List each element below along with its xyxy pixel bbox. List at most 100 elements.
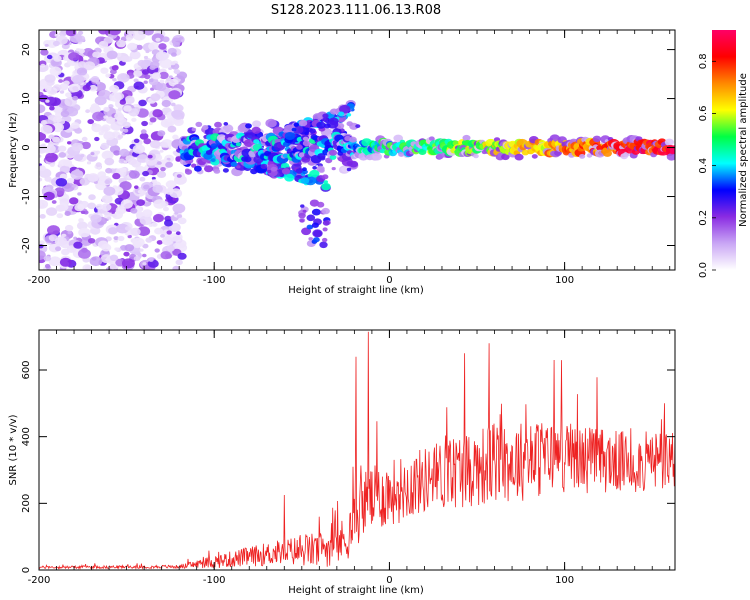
spectrogram-xtick-label: -100 <box>203 275 226 286</box>
spectrogram-cell <box>159 71 169 80</box>
spectrogram-ytick-label: 20 <box>21 43 32 56</box>
spectrogram-cell <box>291 127 297 132</box>
spectrogram-cell <box>55 204 65 212</box>
spectrogram-cell <box>161 236 174 246</box>
spectrogram-cell <box>87 202 96 210</box>
spectrogram-cell <box>153 199 166 209</box>
spectrogram-cell <box>44 138 51 143</box>
spectrogram-cell <box>131 117 137 122</box>
spectrogram-cell <box>47 225 60 236</box>
spectrogram-cell <box>167 125 177 133</box>
spectrogram-cell <box>111 65 119 71</box>
spectrogram-cell <box>346 167 352 172</box>
spectrogram-cell <box>299 219 305 223</box>
spectrogram-cell <box>77 30 84 35</box>
spectrogram-cell <box>165 180 177 189</box>
spectrogram-cell <box>148 223 153 227</box>
spectrogram-cell <box>46 207 58 216</box>
spectrogram-cell <box>86 161 92 165</box>
spectrogram-cell <box>138 99 147 107</box>
spectrogram-cell <box>120 199 133 209</box>
spectrogram-cell <box>163 206 169 212</box>
spectrogram-cell <box>119 99 127 105</box>
colorbar: 0.0 0.2 0.4 0.6 0.8 Normalized spectral ampl… <box>698 30 749 278</box>
spectrogram-cell <box>302 209 307 213</box>
snr-series-line <box>39 331 675 570</box>
spectrogram-cell <box>142 209 153 218</box>
spectrogram-cell <box>372 152 382 161</box>
spectrogram-cell <box>98 89 111 100</box>
spectrogram-cell <box>150 93 161 102</box>
spectrogram-cell <box>147 154 153 159</box>
spectrogram-cell <box>142 243 149 249</box>
spectrogram-cell <box>133 138 140 143</box>
spectrogram-cell <box>51 200 57 204</box>
spectrogram-cell <box>177 217 187 225</box>
spectrogram-cell <box>44 74 56 83</box>
spectrogram-cell <box>141 120 149 127</box>
spectrogram-cell <box>322 174 329 180</box>
spectrogram-cell <box>144 74 151 80</box>
spectrogram-cell <box>107 216 112 220</box>
snr-xtick-label: 100 <box>555 575 574 586</box>
spectrogram-cell <box>149 117 157 123</box>
spectrogram-cell <box>113 150 121 156</box>
spectrogram-cell <box>133 70 143 77</box>
spectrogram-cell <box>77 248 91 259</box>
spectrogram-cell <box>168 90 181 100</box>
spectrogram-cell <box>152 184 163 193</box>
spectrogram-cell <box>177 252 187 260</box>
spectrogram-cell <box>87 119 94 125</box>
spectrogram-cell <box>172 203 186 214</box>
spectrogram-cell <box>666 153 675 161</box>
spectrogram-cell <box>270 166 278 172</box>
snr-panel: -200 -100 0 100 0 200 400 600 Height of straigh… <box>8 329 676 596</box>
colorbar-tick-label: 0.0 <box>698 262 709 278</box>
spectrogram-cell <box>328 117 339 126</box>
spectrogram-cell <box>252 120 262 128</box>
spectrogram-cell <box>236 165 241 169</box>
spectrogram-cell <box>322 220 330 226</box>
spectrogram-cell <box>149 140 161 149</box>
spectrogram-cell <box>123 251 130 257</box>
spectrogram-cell <box>44 43 49 47</box>
spectrogram-cell <box>304 131 309 136</box>
spectrogram-cell <box>172 134 179 140</box>
spectrogram-cell <box>245 123 252 129</box>
spectrogram-marks <box>39 30 675 270</box>
spectrogram-cell <box>143 80 148 84</box>
spectrogram-cell <box>73 241 83 249</box>
spectrogram-cell <box>148 121 153 126</box>
spectrogram-cell <box>322 227 328 232</box>
spectrogram-cell <box>148 257 154 262</box>
spectrogram-cell <box>300 177 310 185</box>
snr-xtick-label: 0 <box>386 575 392 586</box>
spectrogram-cell <box>151 179 158 184</box>
spectrogram-cell <box>301 227 312 236</box>
spectrogram-cell <box>116 41 121 45</box>
spectrogram-cell <box>514 153 524 161</box>
spectrogram-cell <box>267 169 272 174</box>
spectrogram-cell <box>100 126 109 133</box>
spectrogram-cell <box>83 61 96 71</box>
spectrogram-cell <box>132 144 146 154</box>
spectrogram-cell <box>68 83 81 93</box>
spectrogram-cell <box>112 77 117 82</box>
spectrogram-cell <box>170 61 176 66</box>
spectrogram-cell <box>191 163 197 168</box>
spectrogram-cell <box>105 116 116 125</box>
spectrogram-cell <box>172 265 181 270</box>
spectrogram-cell <box>159 58 173 69</box>
spectrogram-cell <box>153 214 164 223</box>
spectrogram-cell <box>108 227 118 235</box>
spectrogram-cell <box>349 136 357 143</box>
spectrogram-cell <box>143 30 154 36</box>
snr-ylabel: SNR (10 * v/v) <box>8 414 19 485</box>
spectrogram-cell <box>195 121 203 127</box>
spectrogram-cell <box>298 119 308 127</box>
spectrogram-cell <box>398 151 405 157</box>
spectrogram-cell <box>235 142 241 147</box>
spectrogram-cell <box>92 51 101 59</box>
spectrogram-cell <box>39 240 45 245</box>
spectrogram-cell <box>123 160 128 164</box>
